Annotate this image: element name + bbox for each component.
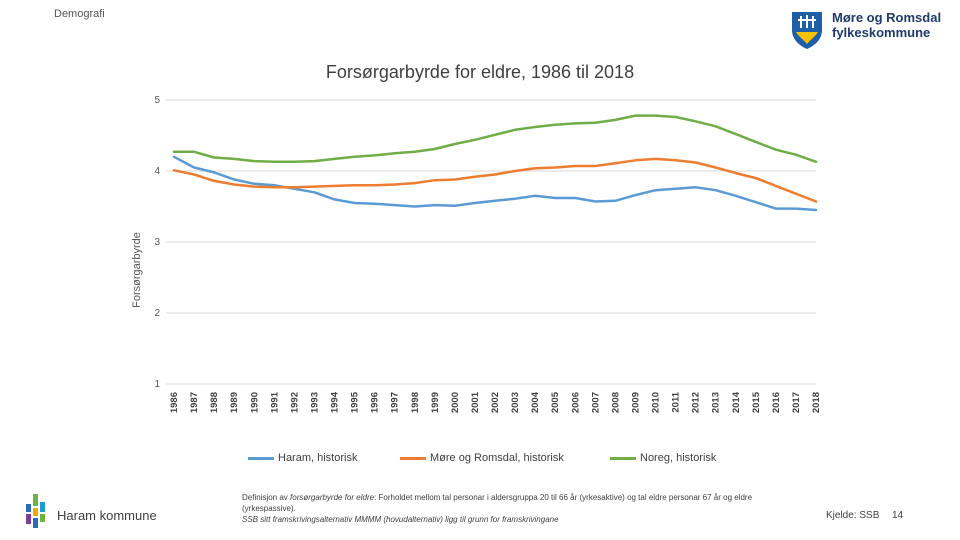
chart-series	[172, 114, 818, 212]
x-tick-label: 2003	[510, 392, 521, 413]
x-tick-label: 2006	[570, 392, 581, 413]
y-tick-labels: 1 2 3 4 5	[154, 95, 160, 390]
x-tick-label: 2004	[530, 391, 541, 413]
legend-label: Haram, historisk	[278, 452, 358, 464]
org-name-line1: Møre og Romsdal	[832, 10, 942, 25]
definition-prefix: Definisjon av	[242, 493, 291, 502]
x-tick-label: 1991	[269, 391, 280, 413]
x-tick-label: 1993	[309, 392, 320, 413]
legend-label: Møre og Romsdal, historisk	[430, 452, 564, 464]
x-tick-label: 1989	[229, 392, 240, 413]
legend-swatch	[400, 456, 426, 460]
x-tick-label: 2015	[751, 391, 762, 413]
x-tick-label: 2018	[811, 392, 822, 413]
x-tick-label: 1998	[410, 392, 421, 413]
x-tick-label: 2000	[450, 392, 461, 413]
chart-legend: Haram, historisk Møre og Romsdal, histori…	[0, 452, 960, 466]
x-tick-label: 2005	[550, 391, 561, 413]
municipality-name: Haram kommune	[57, 508, 157, 523]
x-tick-label: 1986	[169, 392, 180, 413]
chart-title: Forsørgarbyrde for eldre, 1986 til 2018	[325, 62, 635, 82]
x-tick-label: 1988	[209, 392, 220, 413]
section-label: Demografi	[54, 8, 105, 20]
x-tick-label: 2016	[771, 392, 782, 413]
x-tick-label: 2011	[671, 391, 682, 412]
x-tick-label: 2007	[590, 392, 601, 413]
x-tick-label: 2001	[470, 391, 481, 413]
x-tick-label: 2010	[651, 392, 662, 413]
series-line-2	[172, 157, 818, 203]
x-tick-label: 2008	[610, 392, 621, 413]
definition-body: : Forholdet mellom tal personar i alders…	[242, 493, 753, 513]
x-tick-label: 1994	[330, 391, 341, 413]
x-tick-labels: 1986 1987 1988 1989 1990 1991 1992 1993 1994 1995…	[169, 391, 822, 413]
y-tick-label: 5	[154, 95, 160, 106]
x-tick-label: 1996	[370, 392, 381, 413]
x-tick-label: 1987	[189, 392, 200, 413]
x-tick-label: 2012	[691, 392, 702, 413]
legend-item: Møre og Romsdal, historisk	[400, 452, 564, 464]
y-tick-label: 1	[154, 379, 160, 390]
definition-term: forsørgarbyrde for eldre	[290, 493, 375, 502]
x-tick-label: 1995	[350, 391, 361, 413]
legend-swatch	[248, 456, 274, 460]
coat-of-arms-icon	[792, 12, 822, 49]
legend-item: Haram, historisk	[248, 452, 357, 464]
series-line-1	[172, 155, 818, 212]
x-tick-label: 2014	[731, 391, 742, 413]
legend-label: Noreg, historisk	[640, 452, 717, 464]
y-tick-label: 4	[154, 166, 160, 177]
legend-swatch	[610, 456, 636, 460]
source-note: Kjelde: SSB	[826, 510, 880, 521]
x-tick-label: 1990	[249, 392, 260, 413]
county-logo: Møre og Romsdal fylkeskommune	[790, 10, 941, 50]
y-tick-label: 3	[154, 237, 160, 248]
definition-text: Definisjon av forsørgarbyrde for eldre: …	[242, 492, 782, 525]
x-tick-label: 1997	[390, 392, 401, 413]
x-tick-label: 1999	[430, 392, 441, 413]
org-name-line2: fylkeskommune	[832, 25, 931, 40]
x-tick-label: 1992	[289, 392, 300, 413]
x-tick-label: 2009	[630, 392, 641, 413]
x-tick-label: 2002	[490, 392, 501, 413]
municipality-logo-icon	[26, 494, 45, 528]
series-line-3	[172, 114, 818, 164]
chart-grid	[166, 99, 816, 385]
y-tick-label: 2	[154, 308, 160, 319]
x-tick-label: 2017	[791, 392, 802, 413]
page-number: 14	[892, 510, 904, 521]
legend-item: Noreg, historisk	[610, 452, 716, 464]
definition-note: SSB sitt framskrivingsalternativ MMMM (h…	[242, 515, 559, 524]
x-tick-label: 2013	[711, 392, 722, 413]
